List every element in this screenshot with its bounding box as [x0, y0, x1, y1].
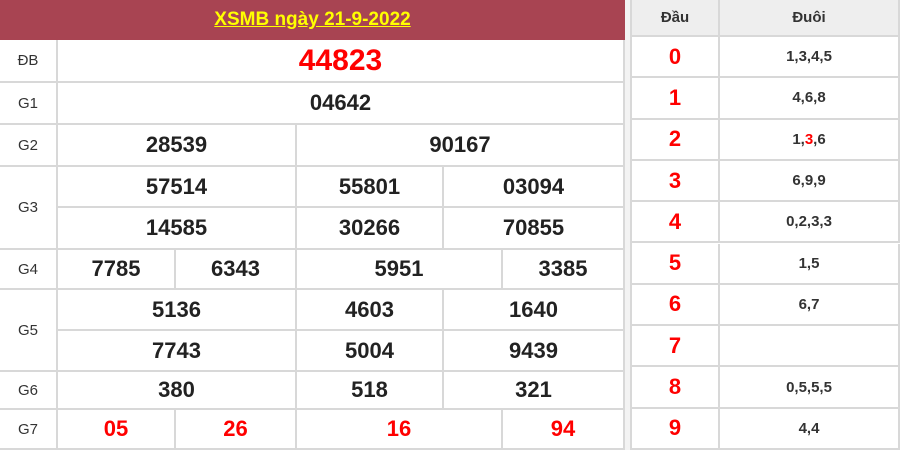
loto-head-7: 7 [632, 326, 720, 368]
prize-g2: 28539 [58, 125, 297, 167]
label-g5: G5 [0, 290, 58, 372]
loto-tail-0: 1,3,4,5 [720, 37, 900, 79]
prize-g7: 94 [503, 410, 625, 450]
tail-text: ,6 [813, 130, 826, 148]
loto-head-8: 8 [632, 367, 720, 409]
label-g6: G6 [0, 372, 58, 410]
loto-tail-6: 6,7 [720, 284, 900, 327]
prize-g1: 04642 [58, 83, 625, 125]
loto-tail-1: 4,6,8 [720, 78, 900, 120]
prize-g3: 57514 [58, 167, 297, 208]
loto-tail-8: 0,5,5,5 [720, 367, 900, 409]
prize-g5: 5136 [58, 290, 297, 331]
loto-head-4: 4 [632, 202, 720, 244]
tail-text: 1, [792, 130, 805, 148]
prize-g5: 1640 [444, 290, 625, 331]
highlighted-tail: 3 [804, 130, 814, 148]
prize-g3: 30266 [297, 208, 444, 250]
prize-g7: 26 [176, 410, 297, 450]
prize-g6: 518 [297, 372, 444, 410]
label-g7: G7 [0, 410, 58, 450]
loto-tail-4: 0,2,3,3 [720, 202, 900, 244]
loto-tail-header: Đuôi [720, 0, 900, 37]
label-g3: G3 [0, 167, 58, 250]
prize-g3: 55801 [297, 167, 444, 208]
prize-g7: 16 [297, 410, 503, 450]
loto-tail-7 [720, 326, 900, 368]
prize-g3: 03094 [444, 167, 625, 208]
loto-head-0: 0 [632, 37, 720, 79]
label-db: ĐB [0, 40, 58, 83]
loto-head-2: 2 [632, 119, 720, 161]
loto-head-6: 6 [632, 284, 720, 327]
loto-tail-3: 6,9,9 [720, 160, 900, 203]
loto-tail-9: 4,4 [720, 408, 900, 450]
prize-g5: 9439 [444, 331, 625, 372]
prize-g5: 7743 [58, 331, 297, 372]
results-header: XSMB ngày 21-9-2022 [0, 0, 625, 40]
prize-special: 44823 [58, 40, 625, 83]
prize-g4: 3385 [503, 250, 625, 290]
loto-tail-5: 1,5 [720, 243, 900, 285]
loto-head-header: Đầu [632, 0, 720, 37]
loto-head-1: 1 [632, 78, 720, 120]
results-title-link[interactable]: XSMB ngày 21-9-2022 [214, 9, 411, 30]
prize-g5: 5004 [297, 331, 444, 372]
prize-g7: 05 [58, 410, 176, 450]
loto-head-9: 9 [632, 408, 720, 450]
prize-g4: 5951 [297, 250, 503, 290]
prize-g4: 6343 [176, 250, 297, 290]
loto-head-5: 5 [632, 243, 720, 285]
label-g1: G1 [0, 83, 58, 125]
prize-g2: 90167 [297, 125, 625, 167]
label-g2: G2 [0, 125, 58, 167]
prize-g3: 70855 [444, 208, 625, 250]
prize-g5: 4603 [297, 290, 444, 331]
prize-g6: 380 [58, 372, 297, 410]
loto-tail-2: 1, 3,6 [720, 119, 900, 161]
prize-g3: 14585 [58, 208, 297, 250]
loto-head-3: 3 [632, 160, 720, 203]
prize-g4: 7785 [58, 250, 176, 290]
prize-g6: 321 [444, 372, 625, 410]
label-g4: G4 [0, 250, 58, 290]
